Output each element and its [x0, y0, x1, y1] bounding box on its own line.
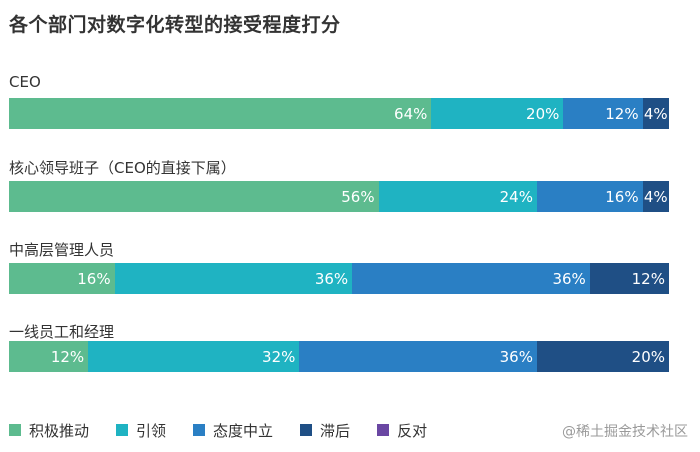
chart-legend: 积极推动 引领 态度中立 滞后 反对 — [9, 420, 454, 440]
bar-segment: 64% — [9, 98, 432, 129]
data-label: 36% — [552, 269, 586, 288]
legend-item: 滞后 — [300, 420, 350, 441]
bar-segment: 56% — [9, 181, 379, 212]
legend-label: 态度中立 — [213, 421, 274, 440]
data-label: 56% — [341, 187, 375, 206]
legend-swatch — [300, 424, 313, 436]
data-label: 12% — [50, 347, 85, 366]
stacked-bar: 64% 20% 12% 4% — [9, 98, 669, 129]
bar-segment: 36% — [352, 263, 590, 294]
watermark: @稀土掘金技术社区 — [562, 424, 688, 440]
row-label: 一线员工和经理 — [9, 323, 115, 341]
legend-label: 积极推动 — [29, 421, 90, 440]
bar-segment: 24% — [378, 181, 537, 212]
data-label: 4% — [643, 104, 668, 123]
stacked-bar: 12% 32% 36% 20% — [9, 341, 669, 372]
legend-label: 反对 — [397, 421, 428, 440]
legend-item: 态度中立 — [193, 420, 273, 441]
row-label: 中高层管理人员 — [9, 241, 115, 259]
row-label: CEO — [9, 73, 41, 91]
data-label: 16% — [605, 187, 639, 206]
legend-item: 反对 — [377, 420, 427, 441]
bar-segment: 4% — [642, 181, 669, 212]
legend-item: 积极推动 — [9, 420, 89, 441]
data-label: 64% — [394, 104, 428, 123]
data-label: 20% — [631, 347, 665, 366]
row-label: 核心领导班子（CEO的直接下属） — [9, 159, 236, 177]
bar-segment: 20% — [431, 98, 564, 129]
data-label: 32% — [262, 347, 296, 366]
legend-item: 引领 — [116, 420, 166, 441]
legend-swatch — [9, 424, 21, 436]
data-label: 24% — [499, 187, 533, 206]
bar-segment: 16% — [9, 263, 115, 294]
bar-segment: 12% — [9, 341, 89, 372]
legend-swatch — [116, 424, 129, 436]
data-label: 12% — [605, 104, 639, 123]
bar-segment: 12% — [563, 98, 643, 129]
data-label: 12% — [631, 269, 665, 288]
stacked-bar: 16% 36% 36% 12% — [9, 263, 669, 294]
bar-segment: 4% — [642, 98, 669, 129]
bar-segment: 36% — [299, 341, 537, 372]
bar-segment: 12% — [589, 263, 669, 294]
legend-swatch — [377, 424, 390, 436]
chart-title: 各个部门对数字化转型的接受程度打分 — [9, 14, 341, 36]
data-label: 36% — [314, 269, 349, 288]
bar-segment: 20% — [537, 341, 669, 372]
data-label: 4% — [643, 187, 668, 206]
data-label: 16% — [77, 269, 111, 288]
legend-swatch — [193, 424, 206, 436]
data-label: 36% — [499, 347, 533, 366]
bar-segment: 36% — [114, 263, 353, 294]
data-label: 20% — [526, 104, 560, 123]
stacked-bar: 56% 24% 16% 4% — [9, 181, 669, 212]
legend-label: 滞后 — [320, 421, 351, 440]
legend-label: 引领 — [136, 421, 167, 440]
bar-segment: 16% — [537, 181, 643, 212]
bar-segment: 32% — [88, 341, 300, 372]
